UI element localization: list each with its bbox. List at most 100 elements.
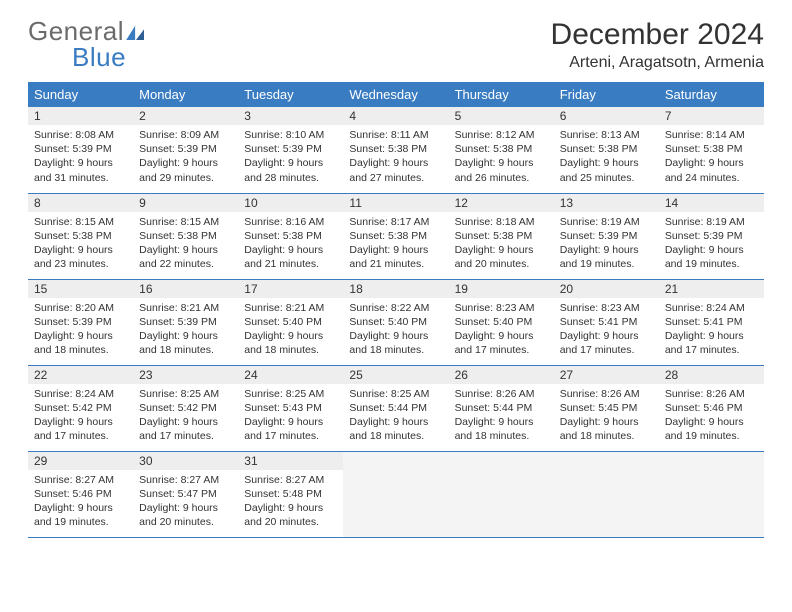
day-cell: 7Sunrise: 8:14 AMSunset: 5:38 PMDaylight… — [659, 107, 764, 193]
daylight-text: Daylight: 9 hours and 17 minutes. — [34, 415, 127, 443]
sunset-text: Sunset: 5:42 PM — [34, 401, 127, 415]
day-number — [554, 452, 659, 468]
weekday-friday: Friday — [554, 82, 659, 107]
day-cell: 10Sunrise: 8:16 AMSunset: 5:38 PMDayligh… — [238, 193, 343, 279]
sunset-text: Sunset: 5:38 PM — [665, 142, 758, 156]
day-cell: 8Sunrise: 8:15 AMSunset: 5:38 PMDaylight… — [28, 193, 133, 279]
day-body: Sunrise: 8:13 AMSunset: 5:38 PMDaylight:… — [554, 125, 659, 191]
day-number: 11 — [343, 194, 448, 212]
day-body: Sunrise: 8:15 AMSunset: 5:38 PMDaylight:… — [133, 212, 238, 278]
day-number: 24 — [238, 366, 343, 384]
sunrise-text: Sunrise: 8:26 AM — [455, 387, 548, 401]
logo-text-general: General — [28, 18, 124, 44]
day-number: 23 — [133, 366, 238, 384]
calendar-body: 1Sunrise: 8:08 AMSunset: 5:39 PMDaylight… — [28, 107, 764, 537]
day-body: Sunrise: 8:09 AMSunset: 5:39 PMDaylight:… — [133, 125, 238, 191]
day-cell: 28Sunrise: 8:26 AMSunset: 5:46 PMDayligh… — [659, 365, 764, 451]
daylight-text: Daylight: 9 hours and 17 minutes. — [244, 415, 337, 443]
sunset-text: Sunset: 5:39 PM — [34, 142, 127, 156]
day-body: Sunrise: 8:27 AMSunset: 5:47 PMDaylight:… — [133, 470, 238, 536]
sunset-text: Sunset: 5:39 PM — [244, 142, 337, 156]
logo-text-blue: Blue — [72, 42, 126, 72]
sunset-text: Sunset: 5:38 PM — [455, 229, 548, 243]
day-body: Sunrise: 8:23 AMSunset: 5:41 PMDaylight:… — [554, 298, 659, 364]
daylight-text: Daylight: 9 hours and 20 minutes. — [139, 501, 232, 529]
day-body: Sunrise: 8:20 AMSunset: 5:39 PMDaylight:… — [28, 298, 133, 364]
logo: GeneralBlue — [28, 18, 146, 70]
sunset-text: Sunset: 5:40 PM — [349, 315, 442, 329]
sunset-text: Sunset: 5:40 PM — [455, 315, 548, 329]
sunrise-text: Sunrise: 8:14 AM — [665, 128, 758, 142]
sunrise-text: Sunrise: 8:18 AM — [455, 215, 548, 229]
sunset-text: Sunset: 5:38 PM — [349, 229, 442, 243]
daylight-text: Daylight: 9 hours and 21 minutes. — [349, 243, 442, 271]
sunset-text: Sunset: 5:38 PM — [34, 229, 127, 243]
sunrise-text: Sunrise: 8:22 AM — [349, 301, 442, 315]
sunset-text: Sunset: 5:43 PM — [244, 401, 337, 415]
sunrise-text: Sunrise: 8:20 AM — [34, 301, 127, 315]
day-body: Sunrise: 8:19 AMSunset: 5:39 PMDaylight:… — [554, 212, 659, 278]
daylight-text: Daylight: 9 hours and 18 minutes. — [455, 415, 548, 443]
daylight-text: Daylight: 9 hours and 17 minutes. — [560, 329, 653, 357]
day-number: 2 — [133, 107, 238, 125]
day-number: 27 — [554, 366, 659, 384]
location: Arteni, Aragatsotn, Armenia — [551, 54, 764, 72]
daylight-text: Daylight: 9 hours and 27 minutes. — [349, 156, 442, 184]
day-number: 25 — [343, 366, 448, 384]
daylight-text: Daylight: 9 hours and 28 minutes. — [244, 156, 337, 184]
sunrise-text: Sunrise: 8:23 AM — [560, 301, 653, 315]
daylight-text: Daylight: 9 hours and 17 minutes. — [665, 329, 758, 357]
sunrise-text: Sunrise: 8:26 AM — [665, 387, 758, 401]
day-body: Sunrise: 8:22 AMSunset: 5:40 PMDaylight:… — [343, 298, 448, 364]
weekday-thursday: Thursday — [449, 82, 554, 107]
day-number: 17 — [238, 280, 343, 298]
day-body: Sunrise: 8:16 AMSunset: 5:38 PMDaylight:… — [238, 212, 343, 278]
header: GeneralBlue December 2024 Arteni, Aragat… — [28, 18, 764, 72]
daylight-text: Daylight: 9 hours and 19 minutes. — [560, 243, 653, 271]
day-cell: 30Sunrise: 8:27 AMSunset: 5:47 PMDayligh… — [133, 451, 238, 537]
weekday-monday: Monday — [133, 82, 238, 107]
day-body: Sunrise: 8:27 AMSunset: 5:48 PMDaylight:… — [238, 470, 343, 536]
daylight-text: Daylight: 9 hours and 21 minutes. — [244, 243, 337, 271]
weekday-saturday: Saturday — [659, 82, 764, 107]
sunset-text: Sunset: 5:39 PM — [665, 229, 758, 243]
day-body: Sunrise: 8:26 AMSunset: 5:45 PMDaylight:… — [554, 384, 659, 450]
sunset-text: Sunset: 5:45 PM — [560, 401, 653, 415]
day-number: 29 — [28, 452, 133, 470]
day-number: 22 — [28, 366, 133, 384]
day-number: 1 — [28, 107, 133, 125]
week-row: 1Sunrise: 8:08 AMSunset: 5:39 PMDaylight… — [28, 107, 764, 193]
daylight-text: Daylight: 9 hours and 24 minutes. — [665, 156, 758, 184]
sunset-text: Sunset: 5:46 PM — [34, 487, 127, 501]
day-number: 28 — [659, 366, 764, 384]
day-number: 19 — [449, 280, 554, 298]
day-number: 20 — [554, 280, 659, 298]
day-number — [659, 452, 764, 468]
day-body: Sunrise: 8:25 AMSunset: 5:44 PMDaylight:… — [343, 384, 448, 450]
day-cell — [343, 451, 448, 537]
calendar-table: Sunday Monday Tuesday Wednesday Thursday… — [28, 82, 764, 538]
weekday-wednesday: Wednesday — [343, 82, 448, 107]
day-body: Sunrise: 8:24 AMSunset: 5:41 PMDaylight:… — [659, 298, 764, 364]
sunset-text: Sunset: 5:39 PM — [139, 142, 232, 156]
sunrise-text: Sunrise: 8:13 AM — [560, 128, 653, 142]
daylight-text: Daylight: 9 hours and 23 minutes. — [34, 243, 127, 271]
daylight-text: Daylight: 9 hours and 20 minutes. — [455, 243, 548, 271]
sunrise-text: Sunrise: 8:09 AM — [139, 128, 232, 142]
day-number: 3 — [238, 107, 343, 125]
day-cell: 9Sunrise: 8:15 AMSunset: 5:38 PMDaylight… — [133, 193, 238, 279]
sunset-text: Sunset: 5:46 PM — [665, 401, 758, 415]
sunrise-text: Sunrise: 8:26 AM — [560, 387, 653, 401]
sail-icon — [126, 18, 146, 44]
daylight-text: Daylight: 9 hours and 18 minutes. — [244, 329, 337, 357]
page: GeneralBlue December 2024 Arteni, Aragat… — [0, 0, 792, 556]
day-number: 18 — [343, 280, 448, 298]
day-body: Sunrise: 8:24 AMSunset: 5:42 PMDaylight:… — [28, 384, 133, 450]
sunset-text: Sunset: 5:39 PM — [34, 315, 127, 329]
sunrise-text: Sunrise: 8:19 AM — [665, 215, 758, 229]
day-cell — [554, 451, 659, 537]
sunrise-text: Sunrise: 8:27 AM — [244, 473, 337, 487]
day-cell: 26Sunrise: 8:26 AMSunset: 5:44 PMDayligh… — [449, 365, 554, 451]
day-body: Sunrise: 8:27 AMSunset: 5:46 PMDaylight:… — [28, 470, 133, 536]
sunrise-text: Sunrise: 8:08 AM — [34, 128, 127, 142]
